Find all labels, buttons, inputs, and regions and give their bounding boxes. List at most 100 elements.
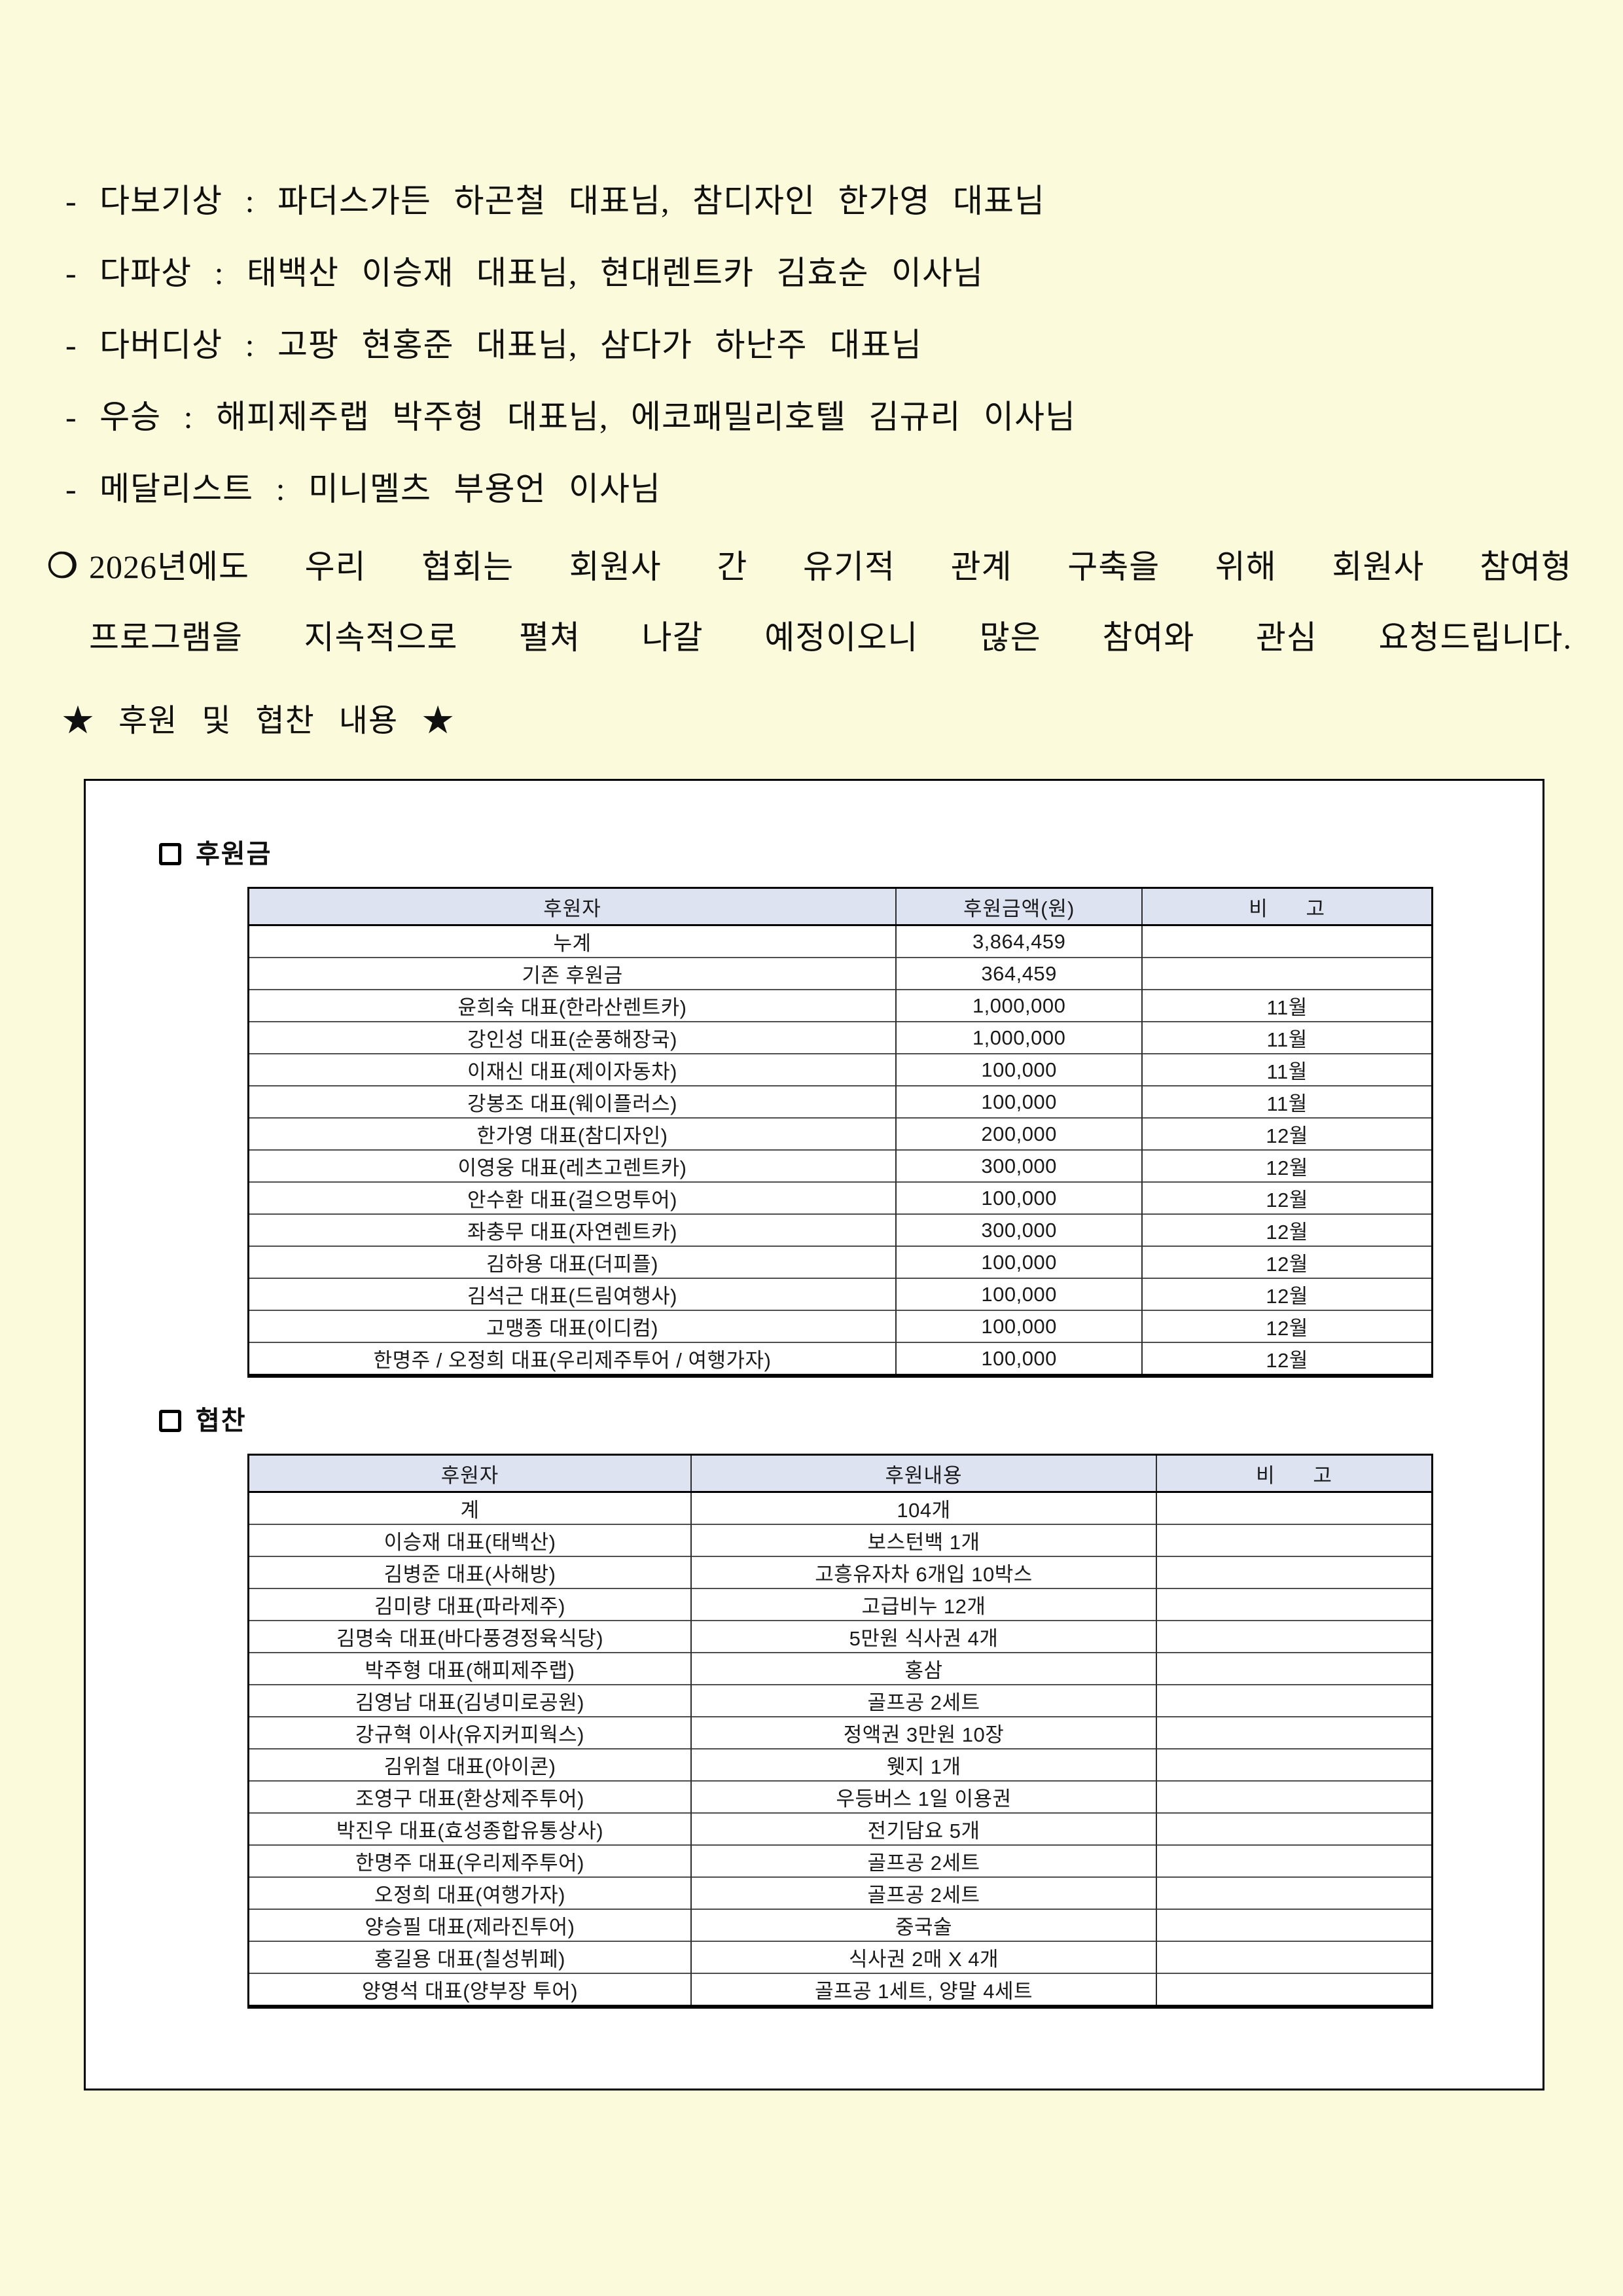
table-cell: 11월: [1141, 989, 1433, 1022]
sponsorship-section-label: 협찬: [159, 1405, 1543, 1437]
table-cell: 12월: [1141, 1213, 1433, 1246]
table-row: 양영석 대표(양부장 투어) 골프공 1세트, 양말 4세트: [248, 1973, 1433, 2007]
table-cell: 골프공 2세트: [690, 1844, 1156, 1877]
table-cell: 김미량 대표(파라제주): [248, 1588, 692, 1621]
table-cell: 김병준 대표(사해방): [248, 1556, 692, 1588]
notice-line: 2026년에도 우리 협회는 회원사 간 유기적 관계 구축을 위해 회원사 참…: [89, 548, 1572, 585]
table-cell: 안수환 대표(걸으멍투어): [248, 1181, 897, 1214]
table-row: 김영남 대표(김녕미로공원) 골프공 2세트: [248, 1684, 1433, 1717]
donation-table: 후원자 후원금액(원) 비 고 누계 3,864,459 기존 후원금 364,459…: [247, 887, 1433, 1378]
table-row: 윤희숙 대표(한라산렌트카) 1,000,000 11월: [248, 989, 1433, 1022]
table-cell: 12월: [1141, 1181, 1433, 1214]
table-cell: 12월: [1141, 1278, 1433, 1310]
table-cell: 양승필 대표(제라진투어): [248, 1909, 692, 1941]
table-cell: 김하용 대표(더피플): [248, 1246, 897, 1278]
table-row: 박주형 대표(해피제주랩) 홍삼: [248, 1652, 1433, 1685]
table-cell: [1155, 1876, 1433, 1909]
notice-line: 프로그램을 지속적으로 펼쳐 나갈 예정이오니 많은 참여와 관심 요청드립니다…: [89, 619, 1572, 656]
table-cell: 오정희 대표(여행가자): [248, 1876, 692, 1909]
table-cell: 11월: [1141, 1085, 1433, 1118]
table-cell: 100,000: [895, 1278, 1143, 1310]
table-cell: 조영구 대표(환상제주투어): [248, 1780, 692, 1813]
table-cell: [1155, 1524, 1433, 1556]
column-header-donor: 후원자: [248, 1454, 692, 1493]
column-header-note: 비 고: [1141, 888, 1433, 926]
table-row: 좌충무 대표(자연렌트카) 300,000 12월: [248, 1213, 1433, 1246]
table-row: 한가영 대표(참디자인) 200,000 12월: [248, 1117, 1433, 1150]
table-cell: 김명숙 대표(바다풍경정육식당): [248, 1620, 692, 1653]
table-cell: [1141, 924, 1433, 958]
table-cell: 강규혁 이사(유지커피웍스): [248, 1716, 692, 1749]
sponsorship-table: 후원자 후원내용 비 고 계 104개 이승재 대표(태백산) 보스턴백 1개 김병준 …: [247, 1454, 1433, 2009]
table-cell: 11월: [1141, 1021, 1433, 1054]
table-row: 박진우 대표(효성종합유통상사) 전기담요 5개: [248, 1812, 1433, 1845]
table-row: 강규혁 이사(유지커피웍스) 정액권 3만원 10장: [248, 1716, 1433, 1749]
table-cell: [1155, 1620, 1433, 1653]
table-cell: [1155, 1491, 1433, 1524]
table-header-row: 후원자 후원금액(원) 비 고: [248, 888, 1433, 926]
table-row: 양승필 대표(제라진투어) 중국술: [248, 1909, 1433, 1941]
table-cell: [1155, 1973, 1433, 2007]
table-cell: 강봉조 대표(웨이플러스): [248, 1085, 897, 1118]
table-cell: [1155, 1588, 1433, 1621]
table-cell: 웻지 1개: [690, 1748, 1156, 1781]
column-header-item: 후원내용: [690, 1454, 1156, 1493]
table-cell: 홍삼: [690, 1652, 1156, 1685]
table-cell: 홍길용 대표(칠성뷔페): [248, 1941, 692, 1973]
table-cell: 고흥유자차 6개입 10박스: [690, 1556, 1156, 1588]
table-header-row: 후원자 후원내용 비 고: [248, 1454, 1433, 1493]
table-row: 홍길용 대표(칠성뷔페) 식사권 2매 X 4개: [248, 1941, 1433, 1973]
table-cell: 정액권 3만원 10장: [690, 1716, 1156, 1749]
donation-section-title: 후원금: [196, 840, 272, 869]
table-cell: 기존 후원금: [248, 957, 897, 990]
table-cell: [1141, 957, 1433, 990]
table-row: 김위철 대표(아이콘) 웻지 1개: [248, 1748, 1433, 1781]
table-cell: [1155, 1812, 1433, 1845]
table-cell: 김석근 대표(드림여행사): [248, 1278, 897, 1310]
table-cell: 고맹종 대표(이디컴): [248, 1310, 897, 1342]
table-cell: 골프공 1세트, 양말 4세트: [690, 1973, 1156, 2007]
table-row: 이영웅 대표(레츠고렌트카) 300,000 12월: [248, 1149, 1433, 1182]
table-cell: 이승재 대표(태백산): [248, 1524, 692, 1556]
table-cell: 누계: [248, 924, 897, 958]
table-cell: 이영웅 대표(레츠고렌트카): [248, 1149, 897, 1182]
table-cell: 100,000: [895, 1053, 1143, 1086]
award-line: - 우승 : 해피제주랩 박주형 대표님, 에코패밀리호텔 김규리 이사님: [65, 399, 1077, 435]
award-line: - 다보기상 : 파더스가든 하곤철 대표님, 참디자인 한가영 대표님: [65, 183, 1046, 219]
award-line: - 다버디상 : 고팡 현홍준 대표님, 삼다가 하난주 대표님: [65, 327, 923, 363]
table-cell: 김영남 대표(김녕미로공원): [248, 1684, 692, 1717]
table-cell: 3,864,459: [895, 924, 1143, 958]
table-cell: 12월: [1141, 1310, 1433, 1342]
table-row: 누계 3,864,459: [248, 924, 1433, 958]
table-row: 김명숙 대표(바다풍경정육식당) 5만원 식사권 4개: [248, 1620, 1433, 1653]
sponsorship-section-title: 협찬: [196, 1407, 247, 1435]
table-cell: 골프공 2세트: [690, 1876, 1156, 1909]
table-cell: 104개: [690, 1491, 1156, 1524]
table-cell: 양영석 대표(양부장 투어): [248, 1973, 692, 2007]
table-cell: 12월: [1141, 1149, 1433, 1182]
table-row: 한명주 / 오정희 대표(우리제주투어 / 여행가자) 100,000 12월: [248, 1342, 1433, 1376]
table-row: 고맹종 대표(이디컴) 100,000 12월: [248, 1310, 1433, 1342]
table-row: 김병준 대표(사해방) 고흥유자차 6개입 10박스: [248, 1556, 1433, 1588]
table-cell: 12월: [1141, 1117, 1433, 1150]
table-cell: 계: [248, 1491, 692, 1524]
donation-section-label: 후원금: [159, 838, 1543, 870]
award-line: - 메달리스트 : 미니멜츠 부용언 이사님: [65, 471, 662, 507]
table-cell: 364,459: [895, 957, 1143, 990]
table-cell: 고급비누 12개: [690, 1588, 1156, 1621]
table-cell: 전기담요 5개: [690, 1812, 1156, 1845]
table-row: 기존 후원금 364,459: [248, 957, 1433, 990]
circle-bullet-icon: ❍: [47, 548, 78, 585]
table-row: 김하용 대표(더피플) 100,000 12월: [248, 1246, 1433, 1278]
table-row: 강봉조 대표(웨이플러스) 100,000 11월: [248, 1085, 1433, 1118]
award-line: - 다파상 : 태백산 이승재 대표님, 현대렌트카 김효순 이사님: [65, 255, 984, 291]
square-bullet-icon: [159, 843, 181, 865]
table-cell: 이재신 대표(제이자동차): [248, 1053, 897, 1086]
table-cell: 100,000: [895, 1342, 1143, 1376]
table-cell: [1155, 1909, 1433, 1941]
table-cell: 12월: [1141, 1246, 1433, 1278]
table-cell: 11월: [1141, 1053, 1433, 1086]
table-row: 김석근 대표(드림여행사) 100,000 12월: [248, 1278, 1433, 1310]
table-cell: [1155, 1652, 1433, 1685]
table-cell: 100,000: [895, 1181, 1143, 1214]
